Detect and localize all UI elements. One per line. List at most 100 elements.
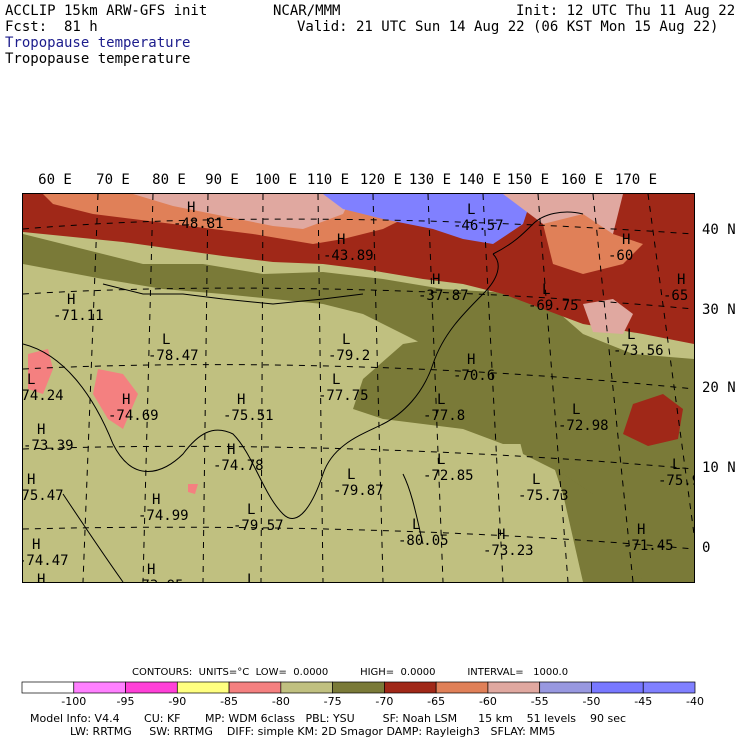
marker-value: -65 [663, 288, 688, 304]
marker-value: -74.47 [23, 553, 69, 569]
lon-label: 100 E [254, 172, 298, 188]
high-marker: H-70.6 [453, 352, 495, 384]
contours-info: CONTOURS: UNITS=°C LOW= 0.0000 HIGH= 0.0… [132, 667, 569, 678]
marker-value: -79.87 [333, 483, 384, 499]
marker-letter: H [637, 522, 645, 538]
lon-label: 110 E [306, 172, 350, 188]
high-marker: H-65 [663, 272, 688, 304]
marker-value: -72.85 [423, 468, 474, 484]
marker-value: -46.57 [453, 218, 504, 234]
dark-patch-pacific [513, 414, 694, 582]
colorbar-cell [228, 681, 282, 694]
marker-value: -75.47 [23, 488, 64, 504]
colorbar-label: -70 [375, 695, 394, 708]
colorbar-label: -40 [686, 695, 704, 708]
high-marker: H-60 [608, 232, 633, 264]
marker-letter: L [342, 332, 350, 348]
lon-label: 120 E [359, 172, 403, 188]
marker-value: -73.39 [23, 438, 74, 454]
salmon-patch-west [28, 349, 53, 394]
field-title: Tropopause temperature [5, 51, 191, 67]
orange-patch-east [543, 214, 643, 274]
colorbar-cell [384, 681, 437, 694]
map-canvas: H-48.81L-46.57H-43.89H-60H-65H-71.11H-37… [23, 194, 694, 582]
high-marker: H-75.51 [223, 392, 274, 424]
lon-label: 170 E [614, 172, 658, 188]
lat-label: 20 N [702, 380, 736, 396]
marker-letter: H [27, 472, 35, 488]
marker-letter: H [227, 442, 235, 458]
marker-value: -73.95 [133, 578, 184, 582]
marker-value: -79.2 [328, 348, 370, 364]
high-low-markers: H-48.81L-46.57H-43.89H-60H-65H-71.11H-37… [23, 200, 694, 582]
colorbar-cell [435, 681, 489, 694]
model-name: ACCLIP 15km ARW-GFS init [5, 3, 208, 19]
marker-letter: H [432, 272, 440, 288]
agency-label: NCAR/MMM [273, 3, 341, 19]
marker-letter: H [122, 392, 130, 408]
dark-patch-east-china [353, 334, 563, 444]
marker-value: -79.57 [233, 518, 284, 534]
high-marker: H-75.47 [23, 472, 64, 504]
marker-value: -74.24 [23, 388, 64, 404]
colorbar-cell [176, 681, 230, 694]
colorbar-cell [539, 681, 592, 694]
high-marker: H-37.87 [418, 272, 469, 304]
marker-letter: H [237, 392, 245, 408]
lat-label: 40 N [702, 222, 736, 238]
low-marker: L-79.57 [233, 502, 284, 534]
colorbar-label: -65 [427, 695, 446, 708]
forecast-hour: Fcst: 81 h [5, 19, 98, 35]
colorbar-cell [487, 681, 541, 694]
valid-time: Valid: 21 UTC Sun 14 Aug 22 (06 KST Mon … [297, 19, 719, 35]
salmon-patch-india [93, 369, 138, 429]
marker-value: -74.99 [138, 508, 189, 524]
marker-letter: L [467, 202, 475, 218]
marker-letter: L [437, 392, 445, 408]
colorbar-cell [642, 681, 696, 694]
model-info-line2: LW: RRTMG SW: RRTMG DIFF: simple KM: 2D … [70, 725, 556, 738]
lon-label: 130 E [408, 172, 452, 188]
lon-label: 80 E [152, 172, 186, 188]
marker-letter: H [37, 422, 45, 438]
marker-value: -78.47 [148, 348, 199, 364]
low-marker: L-72.85 [423, 452, 474, 484]
marker-value: -77.75 [318, 388, 369, 404]
marker-value: -75.51 [223, 408, 274, 424]
low-marker: L-77.75 [318, 372, 369, 404]
colorbar-cells [21, 681, 696, 694]
red-patch-pacific [623, 394, 683, 446]
colorbar-label: -85 [220, 695, 239, 708]
coastlines [23, 211, 584, 582]
blue-band [323, 194, 533, 244]
marker-letter: L [27, 372, 35, 388]
low-marker: L-79.87 [333, 467, 384, 499]
graticule [23, 194, 694, 582]
dark-band [23, 234, 694, 582]
marker-letter: L [332, 372, 340, 388]
high-marker: H-73.39 [23, 422, 74, 454]
low-marker: L-80.05 [398, 517, 449, 549]
colorbar-label: -55 [530, 695, 549, 708]
marker-value: -73.56 [613, 343, 664, 359]
marker-value: -43.89 [323, 248, 374, 264]
marker-letter: L [412, 517, 420, 533]
colorbar-label: -45 [634, 695, 653, 708]
marker-letter: L [542, 282, 550, 298]
marker-letter: H [497, 527, 505, 543]
colorbar-label: -90 [168, 695, 187, 708]
model-info-line1: Model Info: V4.4 CU: KF MP: WDM 6class P… [30, 712, 627, 725]
marker-letter: H [337, 232, 345, 248]
marker-value: -71.11 [53, 308, 104, 324]
marker-letter: H [37, 572, 45, 582]
marker-value: -71.45 [623, 538, 674, 554]
lat-label: 10 N [702, 460, 736, 476]
marker-letter: L [247, 572, 255, 582]
marker-value: -60 [608, 248, 633, 264]
lon-label: 150 E [506, 172, 550, 188]
marker-value: -74.69 [108, 408, 159, 424]
colorbar [21, 681, 696, 694]
colorbar-label: -80 [271, 695, 290, 708]
marker-letter: H [187, 200, 195, 216]
high-marker: H-71.45 [623, 522, 674, 554]
